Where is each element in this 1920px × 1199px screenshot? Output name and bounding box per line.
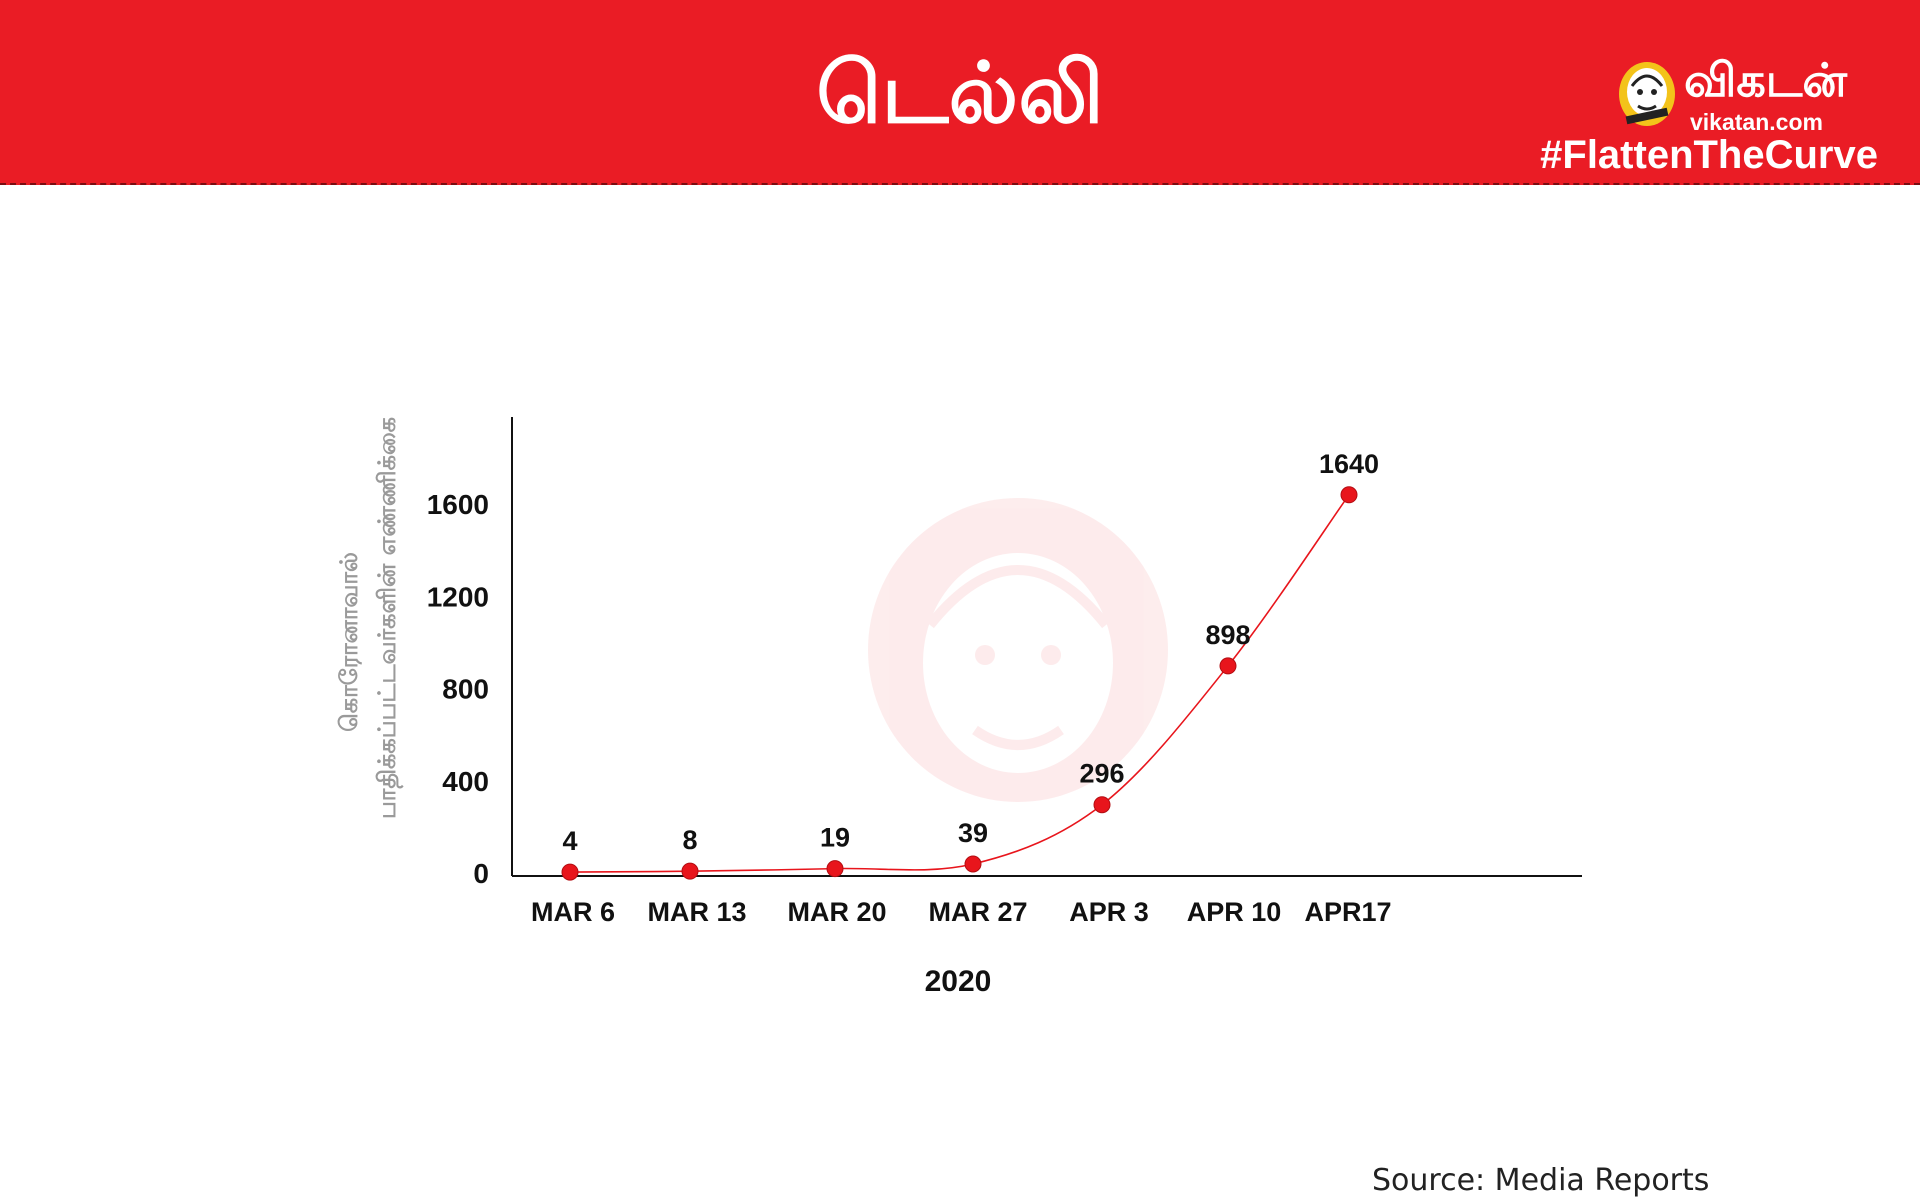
y-tick-label: 0 [473,858,489,889]
data-label: 39 [958,818,988,848]
line-chart: 0 400 800 1200 1600 MAR 6 MAR 13 MAR 20 MAR 27 AP… [335,417,1582,998]
data-point-marker [561,863,579,881]
data-point-marker [1340,486,1358,504]
data-label: 8 [682,825,697,855]
brand-domain: vikatan.com [1690,109,1823,135]
y-tick-label: 1600 [427,489,489,520]
x-tick-label: MAR 27 [928,897,1027,927]
x-tick-label: APR17 [1304,897,1391,927]
data-label: 296 [1079,759,1124,789]
vikatan-mascot-watermark-icon [868,498,1168,802]
data-point-marker [1219,657,1237,675]
x-tick-label: APR 10 [1187,897,1282,927]
y-tick-label: 1200 [427,581,489,612]
data-label: 4 [562,826,577,856]
y-axis-title: கொரோனாவால் [335,552,363,732]
x-tick-label: MAR 6 [531,897,615,927]
x-tick-label: APR 3 [1069,897,1149,927]
data-point-marker [1093,796,1111,814]
source-note: Source: Media Reports [1372,1163,1710,1198]
brand-name: விகடன் [1684,53,1847,107]
data-label: 19 [820,823,850,853]
header-banner: டெல்லி விகடன் vikatan.com #FlattenTheCur… [0,0,1920,185]
x-tick-label: MAR 20 [787,897,886,927]
x-axis-title: 2020 [925,965,992,998]
brand-block: விகடன் vikatan.com [1576,52,1876,142]
data-point-marker [964,855,982,873]
page-title: டெல்லி [816,44,1104,142]
x-tick-label: MAR 13 [647,897,746,927]
data-point-marker [681,862,699,880]
vikatan-mascot-logo-icon [1619,62,1675,126]
y-axis-title: பாதிக்கப்பட்டவர்களின் எண்ணிக்கை [373,417,404,819]
data-point-marker [826,860,844,878]
data-label: 898 [1205,620,1250,650]
chart-area: 0 400 800 1200 1600 MAR 6 MAR 13 MAR 20 MAR 27 AP… [0,185,1920,1198]
hashtag: #FlattenTheCurve [1540,133,1878,177]
y-tick-label: 400 [442,766,489,797]
y-tick-label: 800 [442,674,489,705]
series-line [569,494,1350,873]
data-label: 1640 [1319,449,1379,479]
